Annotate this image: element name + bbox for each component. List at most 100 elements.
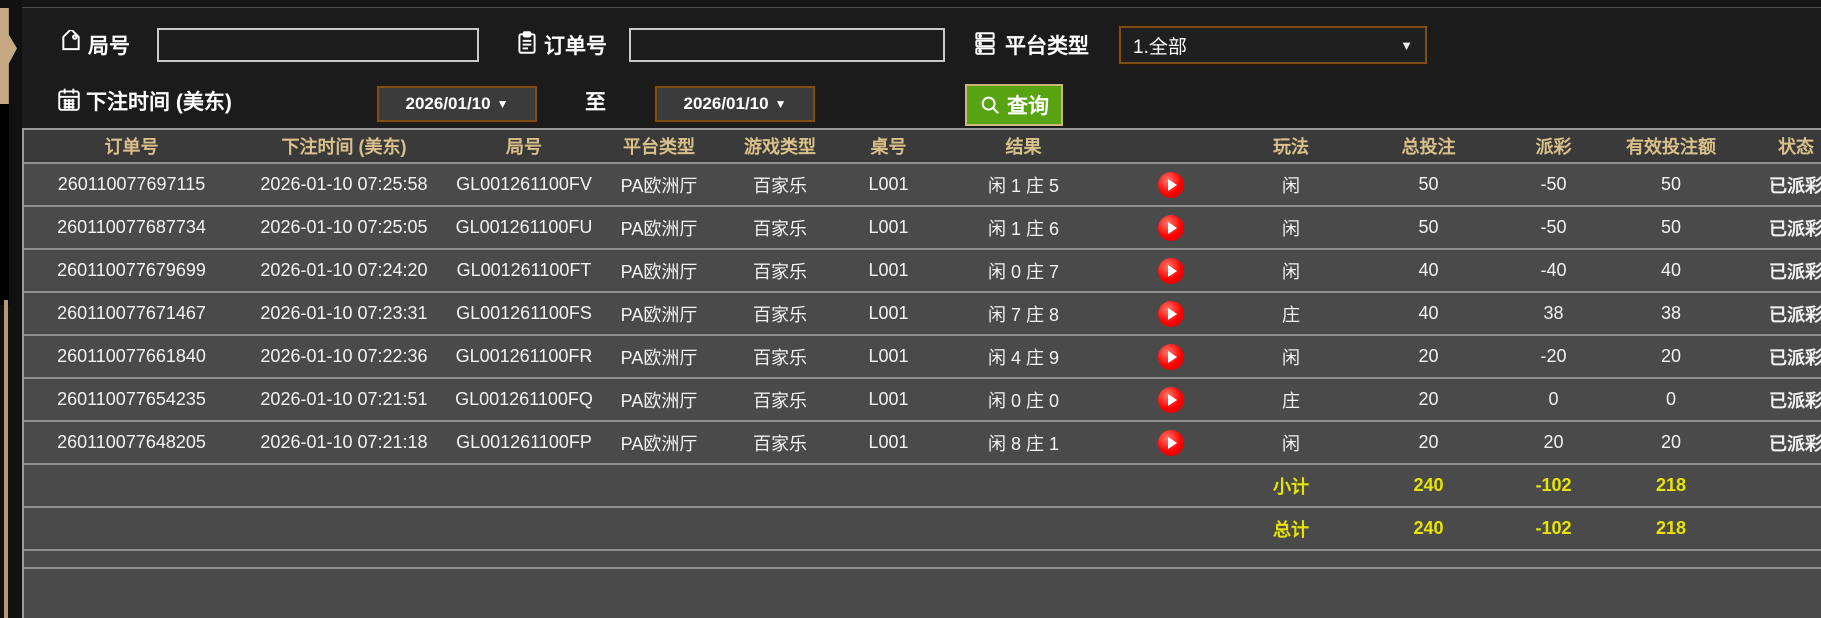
date-to-select[interactable]: 2026/01/10 ▼ <box>654 85 816 123</box>
cell-status: 已派彩 <box>1741 163 1821 207</box>
cell-result: 闲 8 庄 1 <box>936 421 1111 465</box>
cell-payout: 20 <box>1506 421 1601 465</box>
play-replay-icon[interactable] <box>1158 343 1184 370</box>
cell-bet-time: 2026-01-10 07:21:51 <box>239 378 449 422</box>
records-table-area: 订单号 下注时间 (美东) 局号 平台类型 游戏类型 桌号 结果 玩法 总投注 … <box>22 128 1821 618</box>
cell-game-type: 百家乐 <box>719 378 841 422</box>
cell-empty <box>1741 464 1821 508</box>
cell-empty <box>719 507 841 551</box>
date-to-value: 2026/01/10 <box>683 94 769 113</box>
cell-empty <box>24 550 1821 569</box>
col-play-type: 玩法 <box>1231 130 1351 164</box>
table-row: 260110077654235 2026-01-10 07:21:51 GL0012… <box>24 378 1821 422</box>
cell-payout: -50 <box>1506 206 1601 250</box>
cell-sum-payout: -102 <box>1506 464 1601 508</box>
cell-play-type: 闲 <box>1231 249 1351 293</box>
cell-platform: PA欧洲厅 <box>599 163 719 207</box>
play-replay-icon[interactable] <box>1158 214 1184 241</box>
cell-empty <box>936 507 1111 551</box>
date-from-select[interactable]: 2026/01/10 ▼ <box>376 85 538 123</box>
cell-valid-bet: 20 <box>1601 335 1741 379</box>
cell-replay <box>1111 163 1231 207</box>
cell-play-type: 庄 <box>1231 292 1351 336</box>
cell-table-no: L001 <box>841 378 936 422</box>
tag-icon <box>58 27 84 56</box>
cell-total-bet: 50 <box>1351 206 1506 250</box>
query-button[interactable]: 查询 <box>965 84 1063 126</box>
cell-game-type: 百家乐 <box>719 292 841 336</box>
cell-replay <box>1111 249 1231 293</box>
round-no-input[interactable] <box>157 28 479 62</box>
col-order-id: 订单号 <box>24 130 239 164</box>
cell-bet-time: 2026-01-10 07:22:36 <box>239 335 449 379</box>
cell-payout: -50 <box>1506 163 1601 207</box>
col-bet-time: 下注时间 (美东) <box>239 130 449 164</box>
cell-platform: PA欧洲厅 <box>599 335 719 379</box>
cell-round-id: GL001261100FP <box>449 421 599 465</box>
play-replay-icon[interactable] <box>1158 257 1184 284</box>
cell-total-bet: 20 <box>1351 335 1506 379</box>
play-replay-icon[interactable] <box>1158 171 1184 198</box>
bet-time-label: 下注时间 (美东) <box>86 91 232 114</box>
col-replay <box>1111 130 1231 164</box>
clipboard-icon <box>514 30 540 56</box>
cell-empty <box>449 464 599 508</box>
play-replay-icon[interactable] <box>1158 386 1184 413</box>
chevron-down-icon: ▼ <box>1400 37 1413 53</box>
left-edge-black <box>0 80 9 305</box>
cell-round-id: GL001261100FU <box>449 206 599 250</box>
cell-table-no: L001 <box>841 292 936 336</box>
cell-total-bet: 50 <box>1351 163 1506 207</box>
table-row: 260110077648205 2026-01-10 07:21:18 GL0012… <box>24 421 1821 465</box>
cell-payout: 0 <box>1506 378 1601 422</box>
cell-table-no: L001 <box>841 335 936 379</box>
col-status: 状态 <box>1741 130 1821 164</box>
table-row: 260110077679699 2026-01-10 07:24:20 GL0012… <box>24 249 1821 293</box>
cell-replay <box>1111 378 1231 422</box>
cell-valid-bet: 38 <box>1601 292 1741 336</box>
cell-order-id: 260110077671467 <box>24 292 239 336</box>
top-divider <box>22 0 1821 8</box>
play-replay-icon[interactable] <box>1158 300 1184 327</box>
date-from-value: 2026/01/10 <box>405 94 491 113</box>
cell-order-id: 260110077697115 <box>24 163 239 207</box>
date-to-label: 至 <box>585 91 606 114</box>
filter-bar: 局号 订单号 平台类型 1.全部 ▼ <box>22 8 1821 128</box>
table-row: 260110077697115 2026-01-10 07:25:58 GL0012… <box>24 163 1821 207</box>
platform-type-label: 平台类型 <box>1005 35 1089 58</box>
cell-empty <box>24 507 239 551</box>
cell-order-id: 260110077687734 <box>24 206 239 250</box>
col-result: 结果 <box>936 130 1111 164</box>
col-table-no: 桌号 <box>841 130 936 164</box>
cell-valid-bet: 50 <box>1601 206 1741 250</box>
cell-bet-time: 2026-01-10 07:21:18 <box>239 421 449 465</box>
cell-total-bet: 40 <box>1351 292 1506 336</box>
cell-sum-total-bet: 240 <box>1351 507 1506 551</box>
platform-type-select[interactable]: 1.全部 ▼ <box>1118 25 1428 65</box>
table-row: 260110077661840 2026-01-10 07:22:36 GL0012… <box>24 335 1821 379</box>
left-edge-line <box>4 300 8 618</box>
cell-round-id: GL001261100FT <box>449 249 599 293</box>
panel-collapse-handle[interactable] <box>0 8 17 104</box>
cell-status: 已派彩 <box>1741 421 1821 465</box>
total-row: 总计 240 -102 218 <box>24 507 1821 551</box>
cell-platform: PA欧洲厅 <box>599 421 719 465</box>
chevron-down-icon: ▼ <box>496 97 509 111</box>
cell-valid-bet: 50 <box>1601 163 1741 207</box>
col-round-id: 局号 <box>449 130 599 164</box>
cell-bet-time: 2026-01-10 07:24:20 <box>239 249 449 293</box>
order-no-input[interactable] <box>629 28 945 62</box>
cell-total-bet: 20 <box>1351 378 1506 422</box>
play-replay-icon[interactable] <box>1158 429 1184 456</box>
col-game-type: 游戏类型 <box>719 130 841 164</box>
cell-replay <box>1111 292 1231 336</box>
col-valid-bet: 有效投注额 <box>1601 130 1741 164</box>
cell-platform: PA欧洲厅 <box>599 292 719 336</box>
cell-payout: -20 <box>1506 335 1601 379</box>
cell-round-id: GL001261100FQ <box>449 378 599 422</box>
cell-empty <box>599 507 719 551</box>
cell-sum-valid-bet: 218 <box>1601 507 1741 551</box>
cell-sum-total-bet: 240 <box>1351 464 1506 508</box>
cell-game-type: 百家乐 <box>719 163 841 207</box>
